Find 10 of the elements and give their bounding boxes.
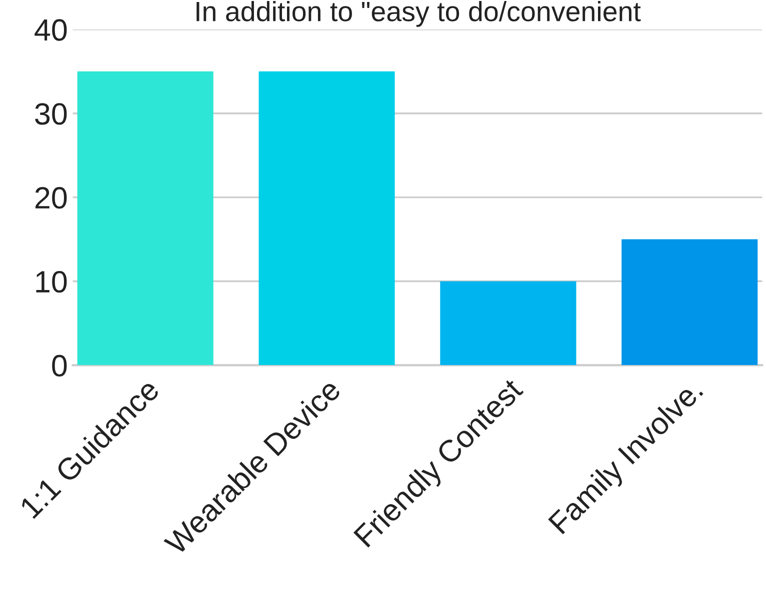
y-tick-label: 10	[36, 270, 67, 293]
chart-title: In addition to "easy to do/convenient	[196, 0, 641, 27]
bar	[258, 71, 395, 366]
y-tick-label: 0	[52, 354, 67, 377]
y-tick-label: 20	[35, 187, 67, 209]
bar	[440, 281, 576, 366]
y-tick-label: 40	[34, 19, 67, 41]
y-tick-label: 30	[35, 103, 67, 125]
bar	[77, 71, 214, 366]
bar	[622, 239, 758, 366]
